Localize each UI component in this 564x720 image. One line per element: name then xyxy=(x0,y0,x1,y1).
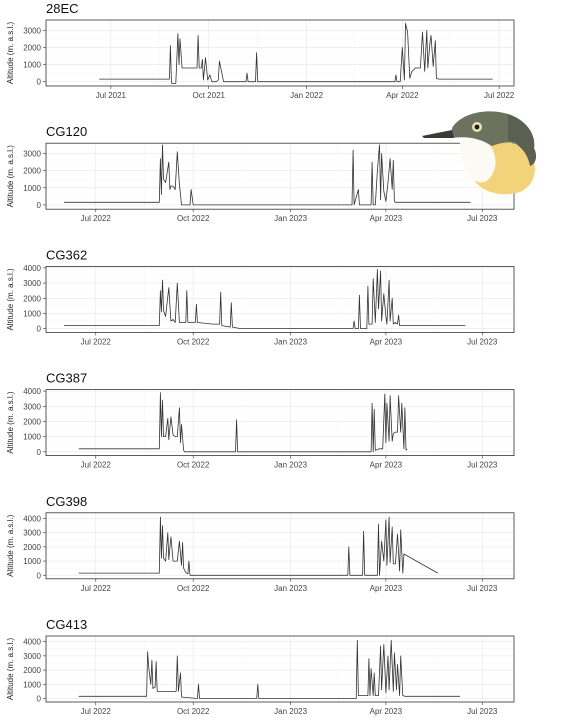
bird-throat xyxy=(460,138,496,183)
plot-frame xyxy=(45,389,515,457)
y-tick-label: 0 xyxy=(37,448,42,457)
y-tick-label: 0 xyxy=(37,694,42,703)
panel-title: CG387 xyxy=(46,371,87,386)
panel-title: CG362 xyxy=(46,247,87,262)
y-tick-label: 2000 xyxy=(23,294,41,303)
altitude-trace xyxy=(64,269,466,329)
x-tick-label: Oct 2022 xyxy=(177,337,210,346)
x-tick-label: Jul 2023 xyxy=(467,214,498,223)
y-tick-label: 3000 xyxy=(23,279,41,288)
y-axis-label: Altitude (m. a.s.l.) xyxy=(6,268,15,331)
y-tick-label: 0 xyxy=(37,325,42,334)
y-tick-label: 3000 xyxy=(23,529,41,538)
x-tick-label: Jul 2021 xyxy=(96,91,127,100)
y-tick-label: 4000 xyxy=(23,387,41,396)
panels-container: 28EC 0 1000 2000 3000 Jul 2021 Oct 2021 Jan 202… xyxy=(6,1,515,716)
panel-title: CG398 xyxy=(46,494,87,509)
x-tick-label: Jan 2023 xyxy=(274,461,307,470)
x-tick-label: Oct 2021 xyxy=(193,91,226,100)
altitude-trace xyxy=(78,639,460,699)
plot-frame xyxy=(45,635,515,703)
chart-panel-cg413: CG413 0 1000 2000 3000 4000 Jul 2022 Oct 2022 Ja… xyxy=(6,617,515,716)
y-tick-label: 4000 xyxy=(23,638,41,647)
y-axis-label: Altitude (m. a.s.l.) xyxy=(6,391,15,454)
x-tick-label: Oct 2022 xyxy=(177,461,210,470)
bird-illustration xyxy=(422,111,537,195)
x-tick-label: Jul 2023 xyxy=(467,707,498,716)
y-tick-label: 1000 xyxy=(23,61,41,70)
x-tick-label: Apr 2023 xyxy=(370,337,403,346)
plot-frame xyxy=(45,142,515,210)
chart-panel-28ec: 28EC 0 1000 2000 3000 Jul 2021 Oct 2021 Jan 202… xyxy=(6,1,515,100)
y-tick-label: 4000 xyxy=(23,264,41,273)
bird-beak xyxy=(422,130,454,138)
x-tick-label: Jul 2022 xyxy=(81,461,112,470)
altitude-trace xyxy=(99,23,493,84)
y-tick-label: 3000 xyxy=(23,149,41,158)
panel-title: CG120 xyxy=(46,124,87,139)
y-tick-label: 2000 xyxy=(23,417,41,426)
x-tick-label: Jul 2022 xyxy=(81,337,112,346)
y-tick-label: 1000 xyxy=(23,309,41,318)
y-tick-label: 0 xyxy=(37,201,42,210)
plot-frame xyxy=(45,19,515,87)
x-tick-label: Apr 2023 xyxy=(370,707,403,716)
y-tick-label: 2000 xyxy=(23,167,41,176)
y-tick-label: 4000 xyxy=(23,514,41,523)
x-tick-label: Jul 2022 xyxy=(81,707,112,716)
altitude-trace xyxy=(78,516,438,576)
altitude-trace xyxy=(64,144,471,206)
x-tick-label: Jul 2023 xyxy=(467,337,498,346)
y-tick-label: 1000 xyxy=(23,184,41,193)
x-tick-label: Oct 2022 xyxy=(177,214,210,223)
y-tick-label: 2000 xyxy=(23,666,41,675)
y-tick-label: 2000 xyxy=(23,43,41,52)
chart-panel-cg120: CG120 0 1000 2000 3000 Jul 2022 Oct 2022 Jan 20… xyxy=(6,124,515,223)
y-tick-label: 2000 xyxy=(23,543,41,552)
x-tick-label: Jul 2022 xyxy=(81,214,112,223)
y-axis-label: Altitude (m. a.s.l.) xyxy=(6,514,15,577)
x-tick-label: Jul 2022 xyxy=(484,91,515,100)
y-tick-label: 3000 xyxy=(23,26,41,35)
x-tick-label: Jan 2022 xyxy=(290,91,323,100)
y-tick-label: 1000 xyxy=(23,680,41,689)
x-tick-label: Jul 2023 xyxy=(467,584,498,593)
y-tick-label: 0 xyxy=(37,78,42,87)
panel-title: CG413 xyxy=(46,617,87,632)
x-tick-label: Jan 2023 xyxy=(274,214,307,223)
plot-frame xyxy=(45,265,515,333)
y-tick-label: 0 xyxy=(37,571,42,580)
chart-panel-cg387: CG387 0 1000 2000 3000 4000 Jul 2022 Oct 2022 Ja… xyxy=(6,371,515,470)
y-tick-label: 3000 xyxy=(23,652,41,661)
x-tick-label: Apr 2022 xyxy=(386,91,419,100)
x-tick-label: Apr 2023 xyxy=(370,214,403,223)
x-tick-label: Oct 2022 xyxy=(177,584,210,593)
y-tick-label: 1000 xyxy=(23,557,41,566)
y-tick-label: 1000 xyxy=(23,433,41,442)
plot-frame xyxy=(45,512,515,580)
x-tick-label: Jan 2023 xyxy=(274,584,307,593)
x-tick-label: Jan 2023 xyxy=(274,707,307,716)
y-axis-label: Altitude (m. a.s.l.) xyxy=(6,145,15,208)
panel-title: 28EC xyxy=(46,1,79,16)
y-axis-label: Altitude (m. a.s.l.) xyxy=(6,22,15,85)
x-tick-label: Apr 2023 xyxy=(370,584,403,593)
x-tick-label: Jan 2023 xyxy=(274,337,307,346)
chart-panel-cg398: CG398 0 1000 2000 3000 4000 Jul 2022 Oct 2022 Ja… xyxy=(6,494,515,593)
chart-panel-cg362: CG362 0 1000 2000 3000 4000 Jul 2022 Oct 2022 Ja… xyxy=(6,247,515,346)
y-tick-label: 3000 xyxy=(23,402,41,411)
x-tick-label: Jul 2022 xyxy=(81,584,112,593)
x-tick-label: Apr 2023 xyxy=(370,461,403,470)
x-tick-label: Oct 2022 xyxy=(177,707,210,716)
y-axis-label: Altitude (m. a.s.l.) xyxy=(6,638,15,701)
x-tick-label: Jul 2023 xyxy=(467,461,498,470)
altitude-trace xyxy=(78,392,408,453)
bird-nape xyxy=(508,114,537,166)
